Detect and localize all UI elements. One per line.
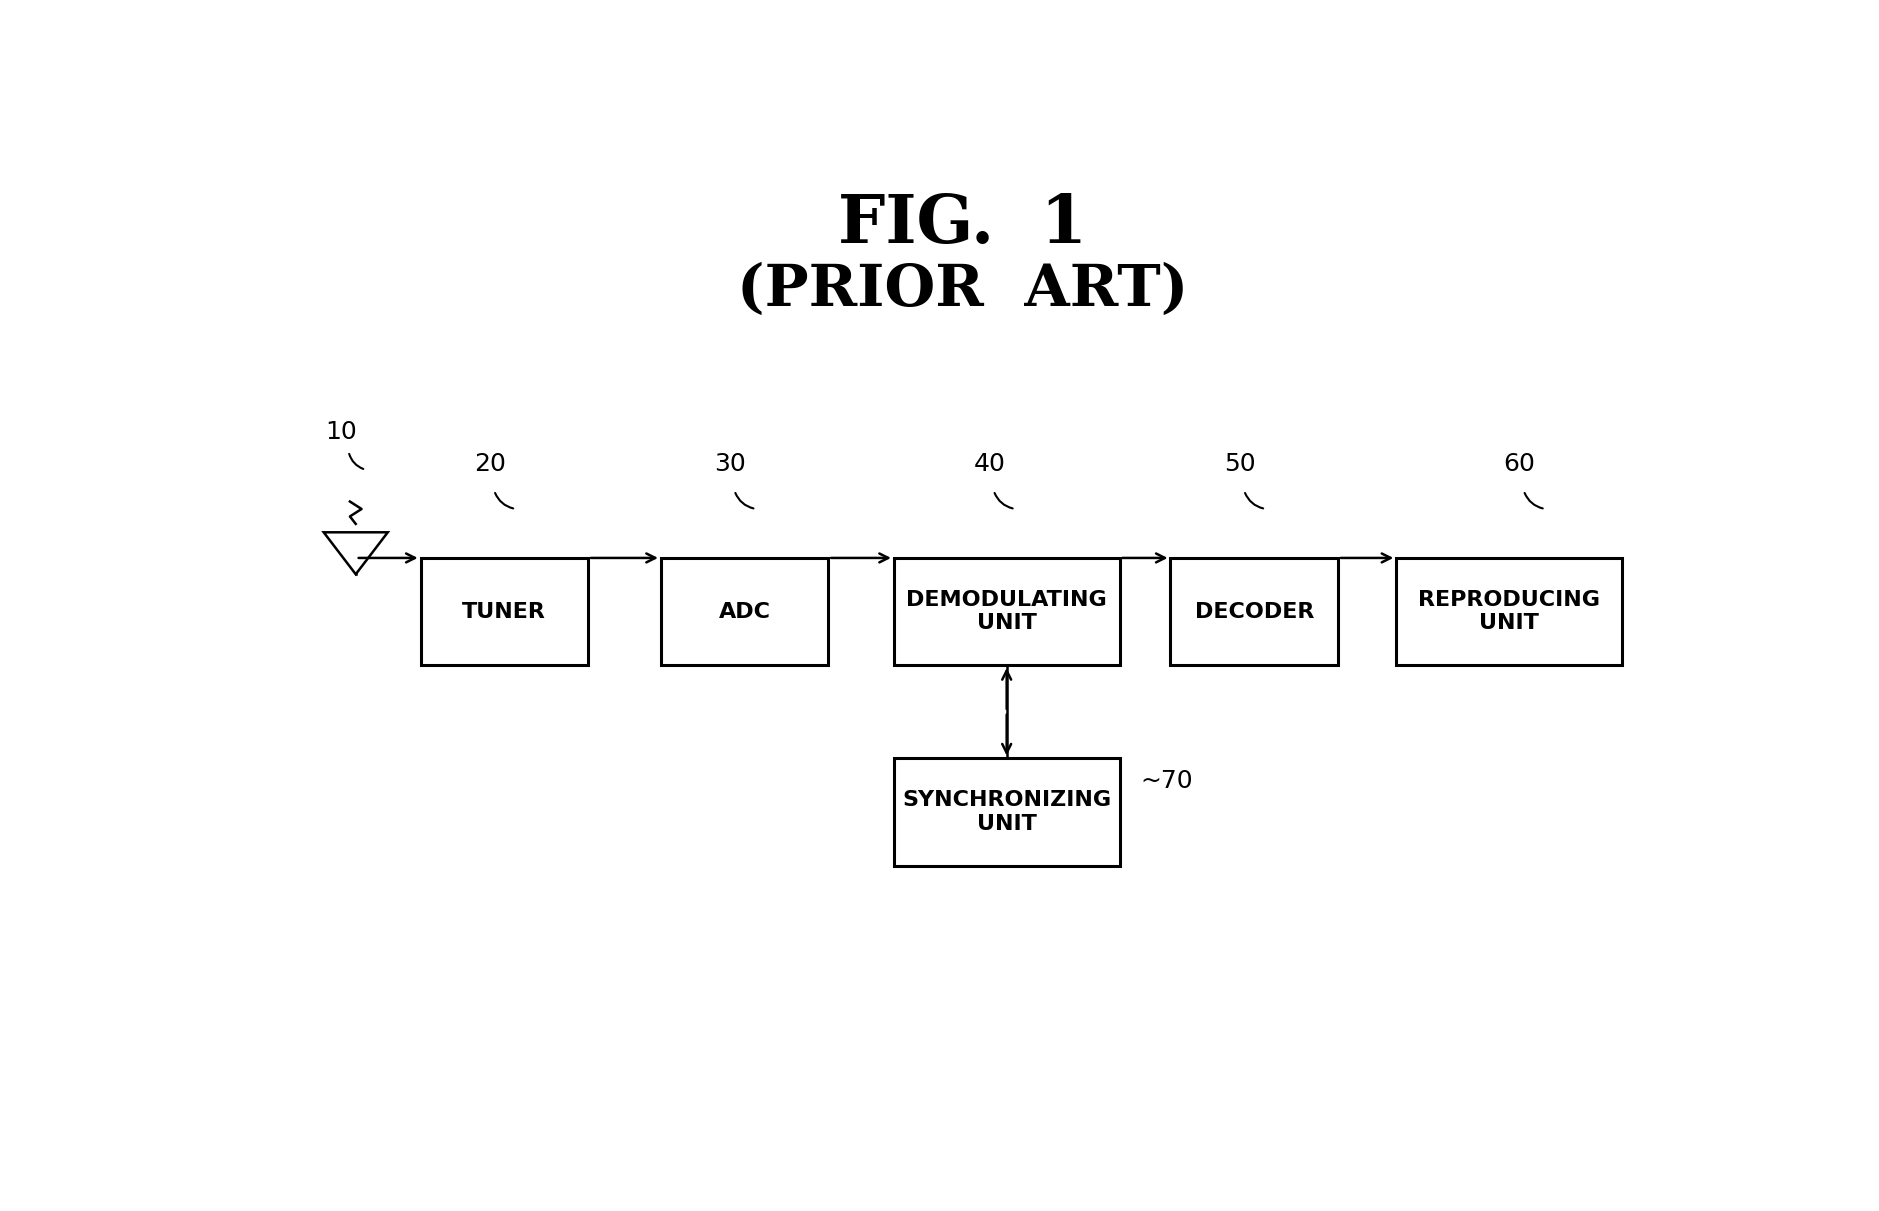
- Text: 20: 20: [474, 453, 505, 476]
- Bar: [421, 558, 588, 665]
- Text: 30: 30: [714, 453, 746, 476]
- Bar: [894, 758, 1120, 866]
- Text: ADC: ADC: [718, 602, 770, 621]
- Bar: [1396, 558, 1622, 665]
- Text: REPRODUCING
UNIT: REPRODUCING UNIT: [1419, 590, 1601, 633]
- Bar: [894, 558, 1120, 665]
- Bar: [661, 558, 829, 665]
- Text: DEMODULATING
UNIT: DEMODULATING UNIT: [906, 590, 1107, 633]
- Text: 60: 60: [1503, 453, 1535, 476]
- Text: FIG.  1: FIG. 1: [838, 193, 1088, 257]
- Text: 10: 10: [325, 420, 357, 443]
- Text: ~70: ~70: [1141, 769, 1193, 793]
- Polygon shape: [323, 533, 387, 574]
- Text: (PRIOR  ART): (PRIOR ART): [737, 262, 1189, 317]
- Text: 40: 40: [973, 453, 1005, 476]
- Text: SYNCHRONIZING
UNIT: SYNCHRONIZING UNIT: [902, 791, 1110, 833]
- Text: TUNER: TUNER: [462, 602, 547, 621]
- Bar: [1171, 558, 1338, 665]
- Text: DECODER: DECODER: [1195, 602, 1313, 621]
- Text: 50: 50: [1223, 453, 1255, 476]
